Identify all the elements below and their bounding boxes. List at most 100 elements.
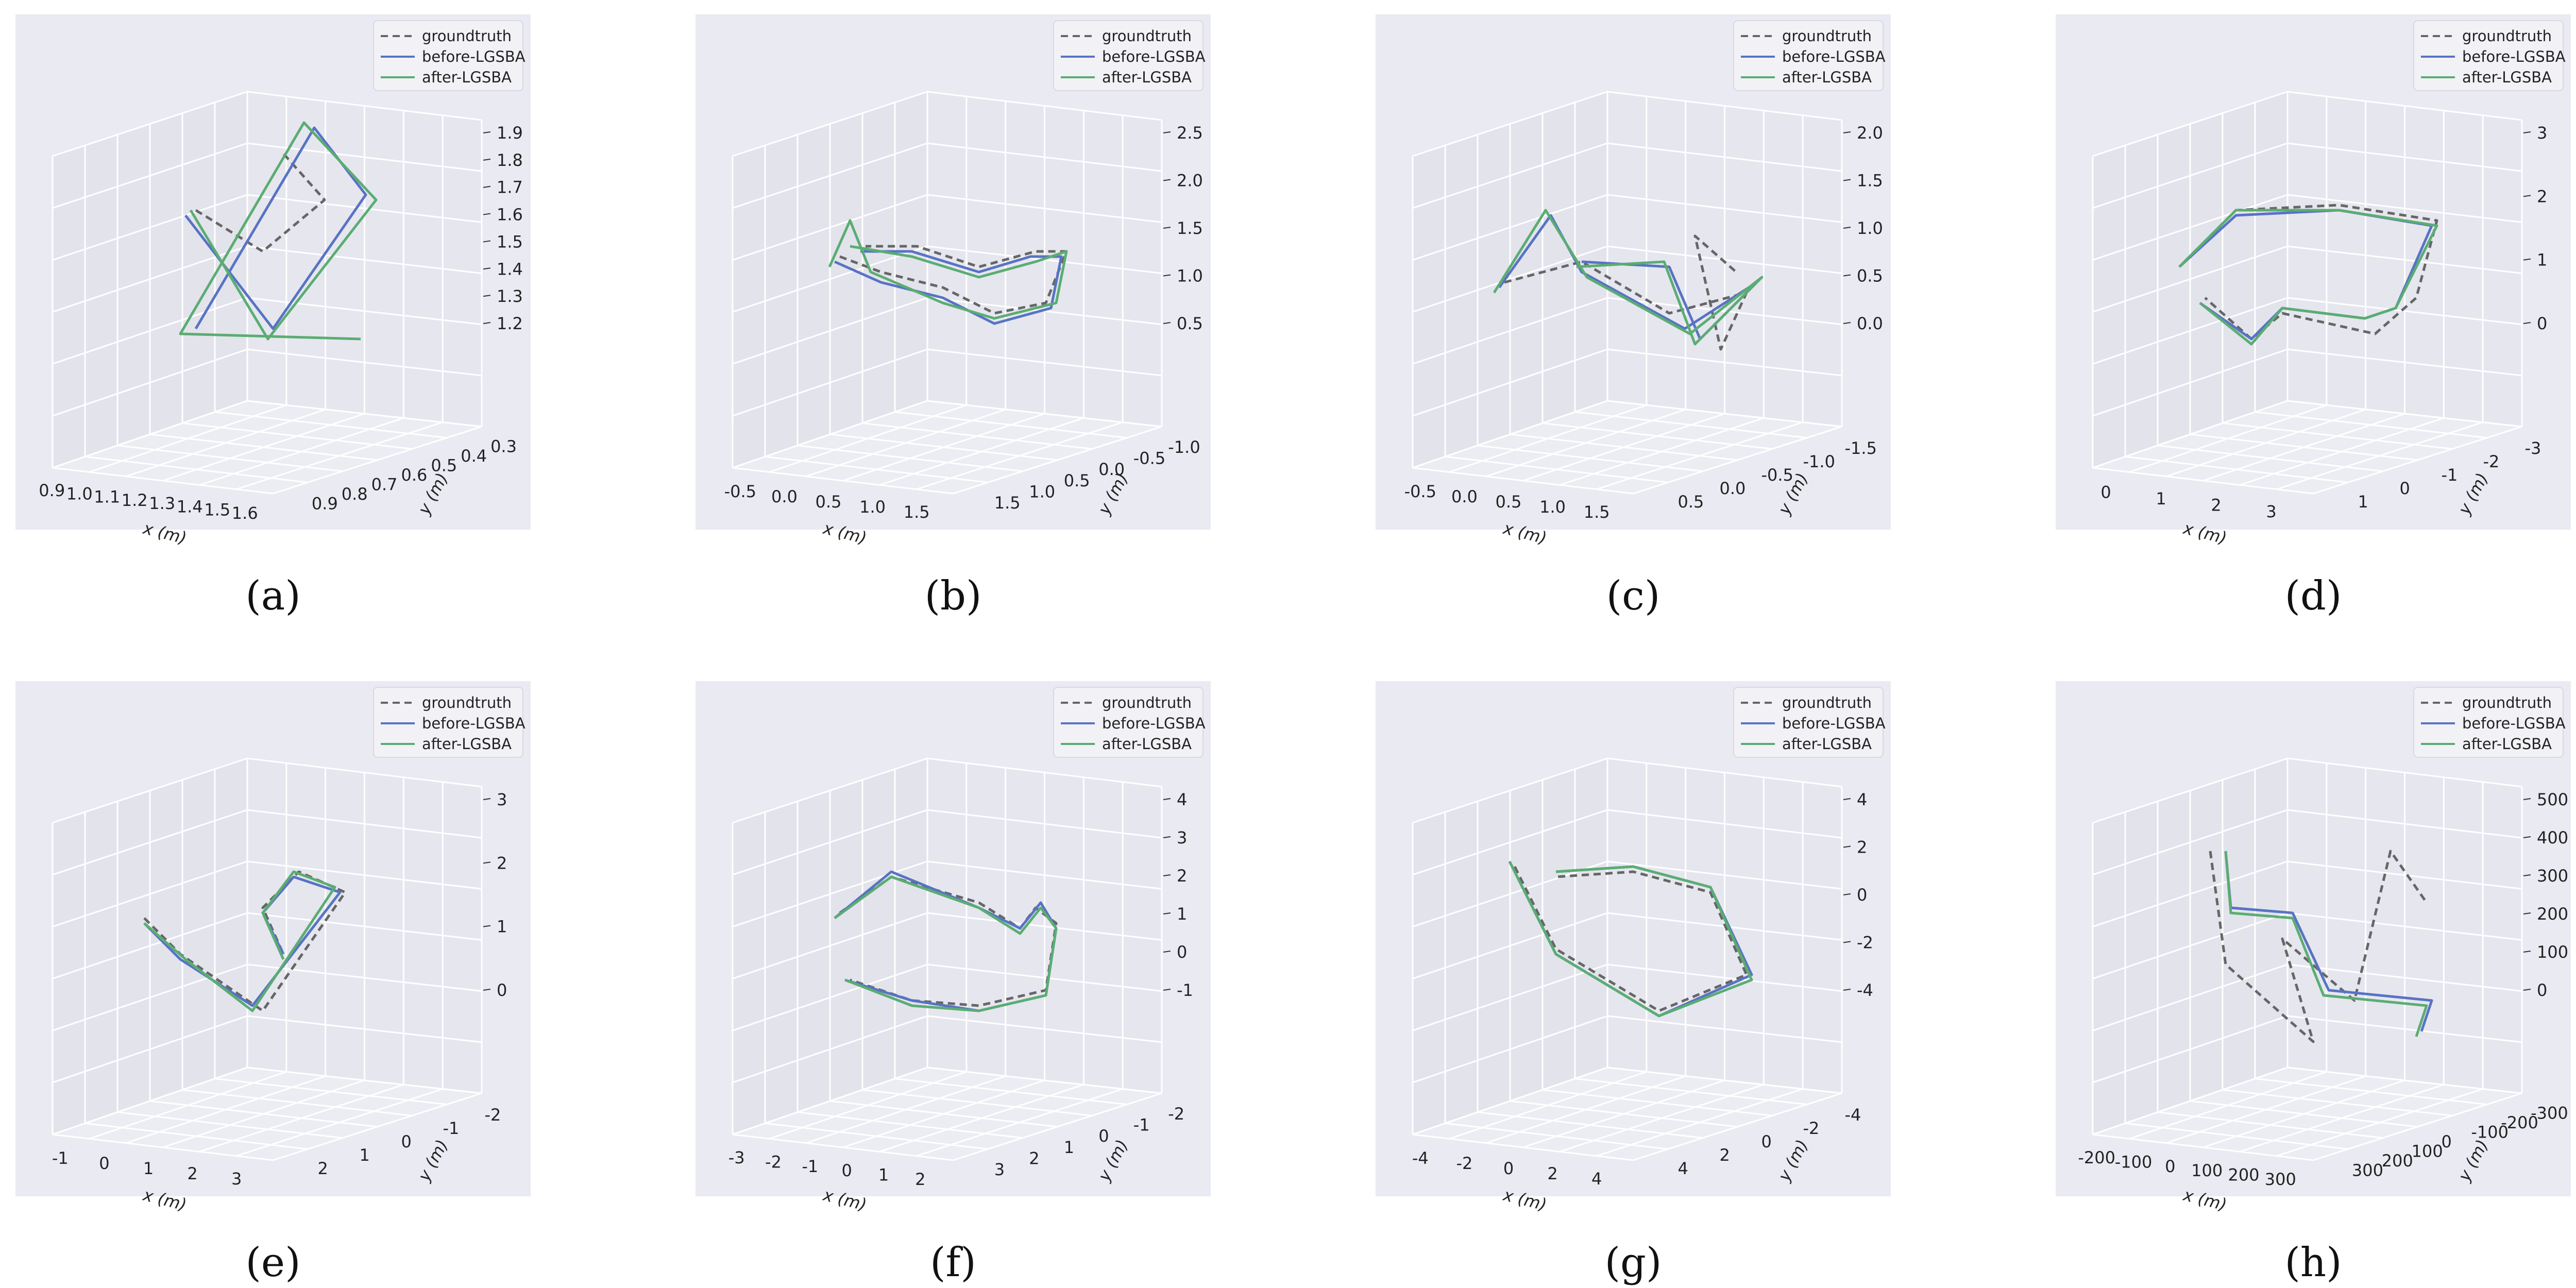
x-tick-label: 3 bbox=[2266, 502, 2276, 521]
y-tick-label: 0 bbox=[2442, 1132, 2452, 1151]
gridline bbox=[52, 809, 482, 876]
x-tick-label: -2 bbox=[1456, 1154, 1472, 1173]
gridline bbox=[2092, 245, 2522, 313]
x-tick-label: 1 bbox=[143, 1159, 154, 1178]
gridline bbox=[2092, 757, 2522, 824]
x-tick-label: 1.3 bbox=[149, 494, 175, 513]
y-tick-label: 0.6 bbox=[401, 465, 428, 485]
gridline bbox=[273, 426, 482, 495]
gridline bbox=[1633, 426, 1842, 495]
legend-label: before-LGSBA bbox=[1782, 48, 1886, 65]
legend-box bbox=[1053, 687, 1204, 758]
gridline bbox=[2092, 1066, 2522, 1136]
after-lgsba-line bbox=[179, 121, 378, 341]
x-tick-label: -100 bbox=[2115, 1153, 2153, 1172]
gridline bbox=[732, 963, 1162, 1031]
x-tick-label: -200 bbox=[2078, 1148, 2115, 1167]
z-tick-label: -1 bbox=[1177, 980, 1193, 1000]
y-tick-label: 2 bbox=[318, 1159, 328, 1178]
z-tick bbox=[1843, 845, 1851, 848]
legend-box bbox=[1733, 687, 1884, 758]
gridline bbox=[732, 912, 1162, 979]
z-tick-label: 0 bbox=[1857, 885, 1867, 905]
z-tick-label: 1 bbox=[1177, 904, 1187, 924]
y-tick-label: -1 bbox=[443, 1118, 460, 1138]
gridline bbox=[732, 194, 1162, 261]
z-tick-label: 1.5 bbox=[1177, 218, 1203, 238]
y-tick-label: 1.5 bbox=[994, 493, 1021, 513]
x-tick-label: -1 bbox=[52, 1148, 69, 1168]
gridline bbox=[1574, 1078, 1807, 1106]
x-tick-label: 1.5 bbox=[1584, 502, 1610, 522]
z-tick bbox=[1163, 836, 1171, 838]
gridline bbox=[732, 757, 1162, 824]
gridline bbox=[2092, 809, 2522, 876]
legend-box bbox=[2413, 20, 2564, 91]
z-tick-label: -4 bbox=[1857, 980, 1873, 1000]
after-lgsba-line bbox=[834, 875, 1058, 1012]
z-tick-label: 2 bbox=[497, 853, 507, 873]
y-tick-label: 0 bbox=[1761, 1132, 1772, 1151]
gridline bbox=[953, 426, 1162, 495]
z-tick-label: 4 bbox=[1857, 790, 1867, 809]
z-tick-label: 400 bbox=[2537, 828, 2568, 848]
x-tick-label: 1.5 bbox=[204, 500, 230, 520]
legend: groundtruth before-LGSBA after-LGSBA bbox=[373, 20, 526, 91]
y-tick-label: 100 bbox=[2412, 1142, 2443, 1161]
legend-label: before-LGSBA bbox=[1782, 715, 1886, 732]
z-tick-label: 3 bbox=[497, 790, 507, 809]
x-tick-label: 0.5 bbox=[1496, 492, 1522, 512]
gridline bbox=[732, 400, 1162, 469]
after-lgsba-line bbox=[1493, 209, 1764, 346]
legend-label: before-LGSBA bbox=[422, 715, 526, 732]
y-tick-label: 0.3 bbox=[490, 436, 517, 456]
legend-label: after-LGSBA bbox=[1102, 69, 1192, 86]
gridline bbox=[732, 1015, 1162, 1083]
z-tick-label: 0 bbox=[1177, 942, 1187, 962]
legend-label: groundtruth bbox=[1782, 694, 1872, 711]
y-tick-label: 0 bbox=[2400, 479, 2410, 498]
z-tick bbox=[1163, 227, 1171, 229]
z-tick-label: 3 bbox=[1177, 828, 1187, 848]
legend-label: groundtruth bbox=[1102, 27, 1192, 45]
y-tick-label: -1.0 bbox=[1168, 437, 1200, 457]
legend-label: before-LGSBA bbox=[422, 48, 526, 65]
legend: groundtruth before-LGSBA after-LGSBA bbox=[373, 687, 526, 758]
legend-label: before-LGSBA bbox=[2462, 48, 2566, 65]
z-tick-label: 100 bbox=[2537, 942, 2568, 962]
z-tick bbox=[1163, 912, 1171, 914]
subplot-a: 0.9 1.0 1.1 1.2 1.3 1.4 1.5 1.6x (m)0.30.40.50.… bbox=[15, 14, 531, 548]
z-tick bbox=[1163, 798, 1171, 800]
legend-label: before-LGSBA bbox=[2462, 715, 2566, 732]
gridline bbox=[894, 411, 1127, 439]
gridline bbox=[1412, 1066, 1842, 1136]
legend: groundtruth before-LGSBA after-LGSBA bbox=[2413, 20, 2566, 91]
z-tick-label: 1.7 bbox=[497, 178, 523, 197]
x-tick-label: 0 bbox=[2165, 1157, 2175, 1176]
y-tick-label: -2 bbox=[1168, 1104, 1184, 1124]
legend-label: before-LGSBA bbox=[1102, 715, 1206, 732]
z-tick bbox=[483, 131, 491, 133]
gridline bbox=[52, 912, 482, 979]
z-tick-label: -2 bbox=[1857, 933, 1873, 953]
x-tick-label: 4 bbox=[1591, 1169, 1602, 1189]
x-tick-label: 100 bbox=[2191, 1161, 2223, 1180]
gridline bbox=[1412, 912, 1842, 979]
gridline bbox=[1412, 194, 1842, 261]
x-tick-label: 3 bbox=[231, 1169, 242, 1189]
groundtruth-line bbox=[2183, 204, 2438, 341]
groundtruth-line bbox=[1513, 866, 1748, 1012]
y-tick-label: 0.8 bbox=[342, 484, 368, 504]
y-tick-label: 1.0 bbox=[1029, 482, 1055, 502]
legend: groundtruth before-LGSBA after-LGSBA bbox=[1733, 20, 1886, 91]
x-tick-label: 1.0 bbox=[66, 484, 93, 503]
gridline bbox=[2092, 400, 2522, 469]
legend-label: after-LGSBA bbox=[2462, 69, 2552, 86]
gridline bbox=[732, 860, 1162, 928]
y-tick-label: 200 bbox=[2382, 1151, 2413, 1171]
gridline bbox=[52, 245, 482, 313]
z-tick bbox=[1163, 874, 1171, 876]
y-tick-label: 0.5 bbox=[431, 455, 457, 475]
z-tick bbox=[1843, 941, 1851, 943]
gridline bbox=[1412, 297, 1842, 365]
